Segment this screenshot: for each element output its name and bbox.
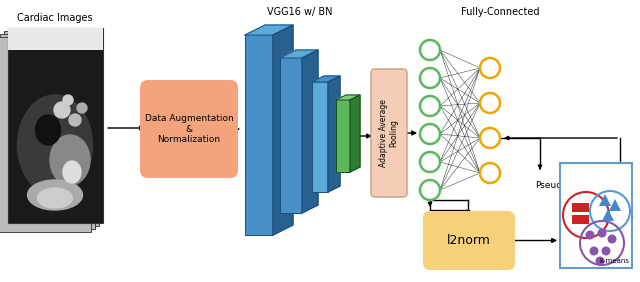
FancyBboxPatch shape (245, 35, 273, 235)
Circle shape (589, 246, 598, 255)
Circle shape (607, 235, 616, 243)
Polygon shape (273, 25, 293, 235)
Circle shape (480, 58, 500, 78)
Polygon shape (602, 209, 614, 221)
Bar (580, 203, 589, 212)
FancyBboxPatch shape (8, 28, 103, 223)
Polygon shape (599, 194, 611, 206)
FancyBboxPatch shape (312, 82, 328, 192)
Ellipse shape (35, 115, 61, 145)
Ellipse shape (77, 103, 87, 113)
Polygon shape (350, 95, 360, 172)
FancyBboxPatch shape (280, 58, 302, 213)
FancyBboxPatch shape (8, 28, 103, 50)
Bar (580, 215, 589, 224)
Circle shape (420, 96, 440, 116)
Circle shape (602, 246, 611, 255)
FancyBboxPatch shape (0, 37, 91, 232)
Ellipse shape (69, 114, 81, 126)
Polygon shape (312, 76, 340, 82)
Text: Adaptive Average
Pooling: Adaptive Average Pooling (380, 99, 399, 167)
Circle shape (420, 152, 440, 172)
FancyBboxPatch shape (336, 100, 350, 172)
FancyBboxPatch shape (560, 163, 632, 268)
Circle shape (420, 180, 440, 200)
Ellipse shape (38, 188, 72, 208)
Ellipse shape (54, 102, 70, 118)
Polygon shape (302, 50, 318, 213)
Circle shape (480, 163, 500, 183)
Circle shape (586, 230, 595, 239)
Polygon shape (328, 76, 340, 192)
Circle shape (595, 257, 605, 265)
FancyBboxPatch shape (0, 34, 95, 229)
Text: Data Augmentation
&
Normalization: Data Augmentation & Normalization (145, 114, 234, 144)
Polygon shape (609, 199, 621, 211)
Circle shape (420, 124, 440, 144)
Bar (572, 215, 581, 224)
Text: Fully-Connected: Fully-Connected (461, 7, 540, 17)
Polygon shape (280, 50, 318, 58)
Polygon shape (336, 95, 360, 100)
Ellipse shape (50, 135, 90, 185)
Ellipse shape (28, 180, 83, 210)
Ellipse shape (63, 95, 73, 105)
Text: k-means: k-means (599, 258, 629, 264)
Circle shape (598, 228, 607, 237)
Circle shape (420, 40, 440, 60)
FancyBboxPatch shape (423, 211, 515, 270)
Text: VGG16 w/ BN: VGG16 w/ BN (268, 7, 333, 17)
Polygon shape (245, 25, 293, 35)
FancyBboxPatch shape (4, 31, 99, 226)
Text: Cardiac Images: Cardiac Images (17, 13, 93, 23)
Bar (572, 203, 581, 212)
Ellipse shape (17, 95, 93, 195)
Circle shape (420, 68, 440, 88)
Circle shape (480, 128, 500, 148)
FancyBboxPatch shape (140, 80, 238, 178)
Circle shape (480, 93, 500, 113)
Text: l2norm: l2norm (447, 234, 491, 247)
FancyBboxPatch shape (371, 69, 407, 197)
Text: Pseudolabels: Pseudolabels (535, 180, 595, 190)
Ellipse shape (63, 161, 81, 183)
